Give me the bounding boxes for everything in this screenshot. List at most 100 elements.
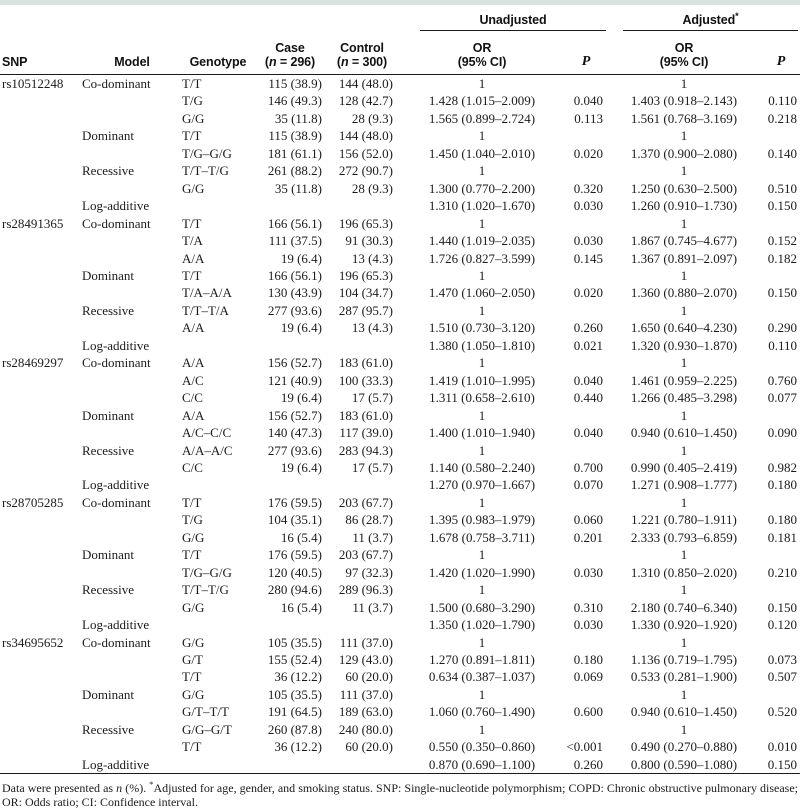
- cell-genotype: T/G: [182, 93, 203, 109]
- cell-genotype: [182, 756, 254, 774]
- cell-snp: [0, 267, 82, 284]
- cell-genotype: A/C–C/C: [182, 425, 232, 441]
- cell-control: 240 (80.0): [338, 721, 393, 737]
- cell-case: 19 (6.4): [280, 459, 322, 475]
- cell-model: Dominant: [82, 407, 134, 423]
- cell-model: Log-additive: [82, 198, 150, 214]
- cell-genotype: T/A–A/A: [182, 285, 232, 301]
- cell-p-adjusted: 0.982: [767, 459, 797, 475]
- cell-or-unadjusted: 1.678 (0.758–3.711): [429, 529, 535, 545]
- cell-or-unadjusted: 1.270 (0.891–1.811): [429, 651, 535, 667]
- cell-or-adjusted: 1.367 (0.891–2.097): [630, 250, 738, 266]
- table-row: T/A 111 (37.5) 91 (30.3) 1.440 (1.019–2.035…: [0, 232, 800, 249]
- cell-or-unadjusted: 0.870 (0.690–1.100): [428, 756, 536, 772]
- cell-snp: [0, 407, 82, 424]
- cell-case: 16 (5.4): [280, 529, 322, 545]
- cell-p-adjusted: 0.290: [767, 320, 797, 336]
- cell-or-adjusted: 1.250 (0.630–2.500): [630, 180, 738, 196]
- cell-p-unadjusted: [566, 634, 606, 651]
- table-row: G/T 155 (52.4) 129 (43.0) 1.270 (0.891–1.81…: [0, 651, 800, 668]
- cell-snp: [0, 92, 82, 109]
- cell-or-adjusted: 2.333 (0.793–6.859): [630, 529, 738, 545]
- group-header-unadjusted: Unadjusted: [398, 5, 606, 31]
- cell-or-unadjusted: 1: [478, 76, 486, 91]
- cell-control: 183 (61.0): [338, 407, 393, 423]
- cell-or-adjusted: 0.940 (0.610–1.450): [630, 425, 738, 441]
- cell-genotype: [182, 337, 254, 354]
- cell-case: [254, 337, 326, 354]
- cell-control: 144 (48.0): [338, 76, 393, 91]
- cell-case: 19 (6.4): [280, 320, 322, 336]
- cell-model: [82, 703, 182, 720]
- cell-genotype: A/A: [182, 320, 205, 336]
- cell-control: 156 (52.0): [338, 145, 393, 161]
- table-row: Recessive A/A–A/C 277 (93.6) 283 (94.3) 1 1: [0, 442, 800, 459]
- header-case-line1: Case: [275, 41, 305, 55]
- cell-genotype: T/T: [182, 76, 202, 91]
- cell-model: [82, 529, 182, 546]
- cell-snp: [0, 424, 82, 441]
- cell-or-adjusted: 1: [680, 442, 688, 458]
- cell-genotype: T/G: [182, 512, 203, 528]
- footnote-asterisk: *: [149, 779, 154, 790]
- cell-control: 111 (37.0): [339, 634, 393, 650]
- cell-case: 155 (52.4): [267, 651, 322, 667]
- cell-model: [82, 651, 182, 668]
- cell-p-adjusted: [762, 407, 800, 424]
- cell-snp: [0, 127, 82, 144]
- cell-or-unadjusted: 1.440 (1.019–2.035): [428, 233, 536, 249]
- cell-p-unadjusted: 0.600: [573, 704, 603, 720]
- cell-or-adjusted: 1.403 (0.918–2.143): [630, 93, 738, 109]
- cell-snp: [0, 511, 82, 528]
- cell-genotype: A/A: [182, 407, 205, 423]
- cell-p-adjusted: 0.210: [767, 564, 797, 580]
- cell-snp: [0, 616, 82, 633]
- table-row: A/A 19 (6.4) 13 (4.3) 1.510 (0.730–3.120) 0.…: [0, 319, 800, 336]
- cell-or-adjusted: 1: [680, 634, 688, 650]
- cell-genotype: T/A: [182, 233, 203, 249]
- n-symbol: n: [340, 55, 349, 69]
- cell-or-adjusted: 1.221 (0.780–1.911): [631, 512, 737, 528]
- cell-case: 130 (43.9): [267, 285, 322, 301]
- cell-or-unadjusted: 1: [478, 267, 486, 283]
- cell-p-adjusted: 0.150: [767, 756, 797, 772]
- cell-model: [82, 250, 182, 267]
- group-header-spacer: [0, 5, 398, 31]
- cell-p-unadjusted: 0.113: [574, 110, 603, 126]
- cell-p-unadjusted: 0.030: [573, 233, 603, 249]
- cell-or-adjusted: 1.136 (0.719–1.795): [630, 651, 738, 667]
- cell-p-adjusted: [762, 302, 800, 319]
- cell-model: [82, 145, 182, 162]
- cell-model: Recessive: [82, 442, 134, 458]
- or-line1: OR: [472, 41, 492, 55]
- cell-case: 36 (12.2): [274, 739, 322, 755]
- cell-case: 35 (11.8): [274, 180, 322, 196]
- cell-model: Co-dominant: [82, 634, 151, 650]
- header-case: Case (n = 296): [254, 31, 326, 75]
- cell-p-adjusted: 0.180: [767, 512, 797, 528]
- cell-genotype: G/G: [182, 110, 205, 126]
- cell-or-adjusted: 1.650 (0.640–4.230): [630, 320, 738, 336]
- cell-or-adjusted: 1: [680, 582, 688, 598]
- cell-model: Recessive: [82, 302, 134, 318]
- table-row: T/G 104 (35.1) 86 (28.7) 1.395 (0.983–1.979…: [0, 511, 800, 528]
- cell-model: Log-additive: [82, 756, 150, 772]
- cell-model: [82, 738, 182, 755]
- header-model: Model: [82, 31, 182, 75]
- cell-p-adjusted: [762, 127, 800, 144]
- table-row: A/C 121 (40.9) 100 (33.3) 1.419 (1.010–1.99…: [0, 372, 800, 389]
- cell-snp: [0, 250, 82, 267]
- cell-or-unadjusted: 1: [478, 547, 486, 563]
- cell-control: 11 (3.7): [352, 599, 393, 615]
- table-row: T/T 36 (12.2) 60 (20.0) 0.634 (0.387–1.037)…: [0, 668, 800, 685]
- cell-snp: [0, 651, 82, 668]
- cell-case: 16 (5.4): [280, 599, 322, 615]
- cell-p-adjusted: 0.140: [767, 145, 797, 161]
- cell-case: 277 (93.6): [267, 442, 322, 458]
- cell-case: 166 (56.1): [267, 215, 322, 231]
- cell-snp: [0, 738, 82, 755]
- cell-snp: [0, 546, 82, 563]
- cell-snp: [0, 442, 82, 459]
- cell-case: 181 (61.1): [267, 145, 322, 161]
- cell-p-unadjusted: 0.030: [573, 198, 603, 214]
